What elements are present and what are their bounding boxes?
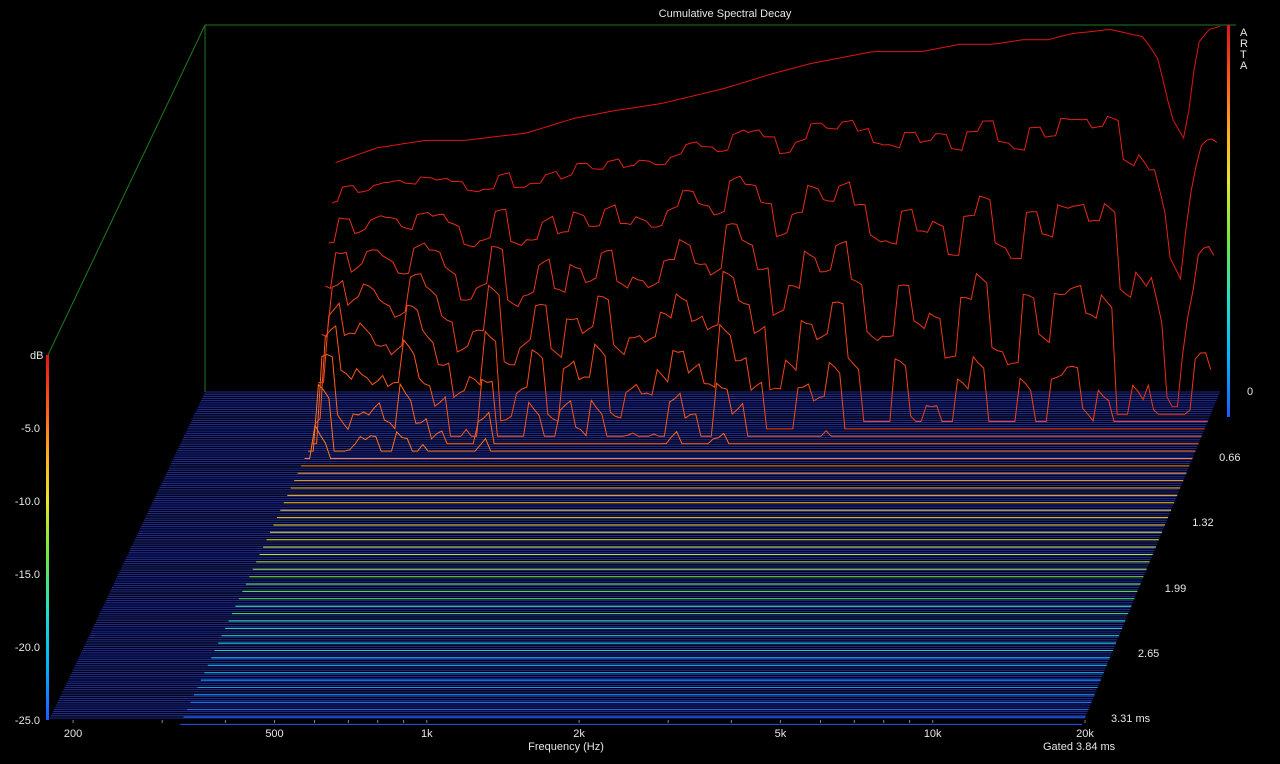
time-tick-label: 0 <box>1247 386 1253 398</box>
frequency-tick-label: 200 <box>64 728 82 740</box>
db-tick-label: -5.0 <box>21 423 40 435</box>
decay-slice <box>321 270 1208 423</box>
waterfall-slices <box>180 25 1221 725</box>
db-tick-label: -15.0 <box>15 569 40 581</box>
db-axis-label: dB <box>30 350 43 362</box>
decay-slice <box>308 383 1196 452</box>
decay-slice <box>311 353 1199 445</box>
time-tick-label: 2.65 <box>1138 648 1159 660</box>
time-tick-label: 1.99 <box>1165 583 1186 595</box>
decay-slice <box>325 223 1212 415</box>
decay-slice <box>335 25 1221 164</box>
decay-slice <box>304 423 1193 459</box>
frequency-tick-label: 10k <box>924 728 942 740</box>
decay-slice <box>318 302 1205 430</box>
frequency-tick-label: 5k <box>775 728 787 740</box>
frequency-tick-label: 2k <box>573 728 585 740</box>
brand-letter: A <box>1240 60 1248 72</box>
decay-slice <box>328 175 1215 408</box>
time-tick-label: 1.32 <box>1192 517 1213 529</box>
frame-left-diagonal <box>47 24 206 356</box>
db-tick-label: -20.0 <box>15 642 40 654</box>
db-tick-label: -25.0 <box>15 715 40 727</box>
frequency-tick-label: 20k <box>1076 728 1094 740</box>
db-colorbar <box>46 355 49 720</box>
time-axis-ticks: 0 0.66 1.32 1.99 2.65 3.31 ms <box>1111 386 1253 725</box>
plot-frame <box>47 24 1236 392</box>
decay-slice <box>314 324 1202 437</box>
frequency-tick-label: 1k <box>421 728 433 740</box>
decay-slice <box>332 115 1218 281</box>
frequency-axis-label: Frequency (Hz) <box>528 741 604 753</box>
time-colorbar <box>1227 25 1230 417</box>
time-tick-label: 3.31 ms <box>1111 713 1151 725</box>
gated-time-label: Gated 3.84 ms <box>1043 741 1116 753</box>
brand-letter: A <box>1240 27 1248 39</box>
brand-letter: R <box>1240 38 1248 50</box>
chart-title: Cumulative Spectral Decay <box>659 8 792 20</box>
db-axis-ticks: -5.0 -10.0 -15.0 -20.0 -25.0 <box>15 423 40 727</box>
frequency-tick-label: 500 <box>265 728 283 740</box>
brand-letter: T <box>1240 49 1247 61</box>
time-tick-label: 0.66 <box>1219 452 1240 464</box>
frequency-axis-ticks: 200 500 1k 2k 5k 10k 20k <box>64 720 1094 740</box>
db-tick-label: -10.0 <box>15 496 40 508</box>
